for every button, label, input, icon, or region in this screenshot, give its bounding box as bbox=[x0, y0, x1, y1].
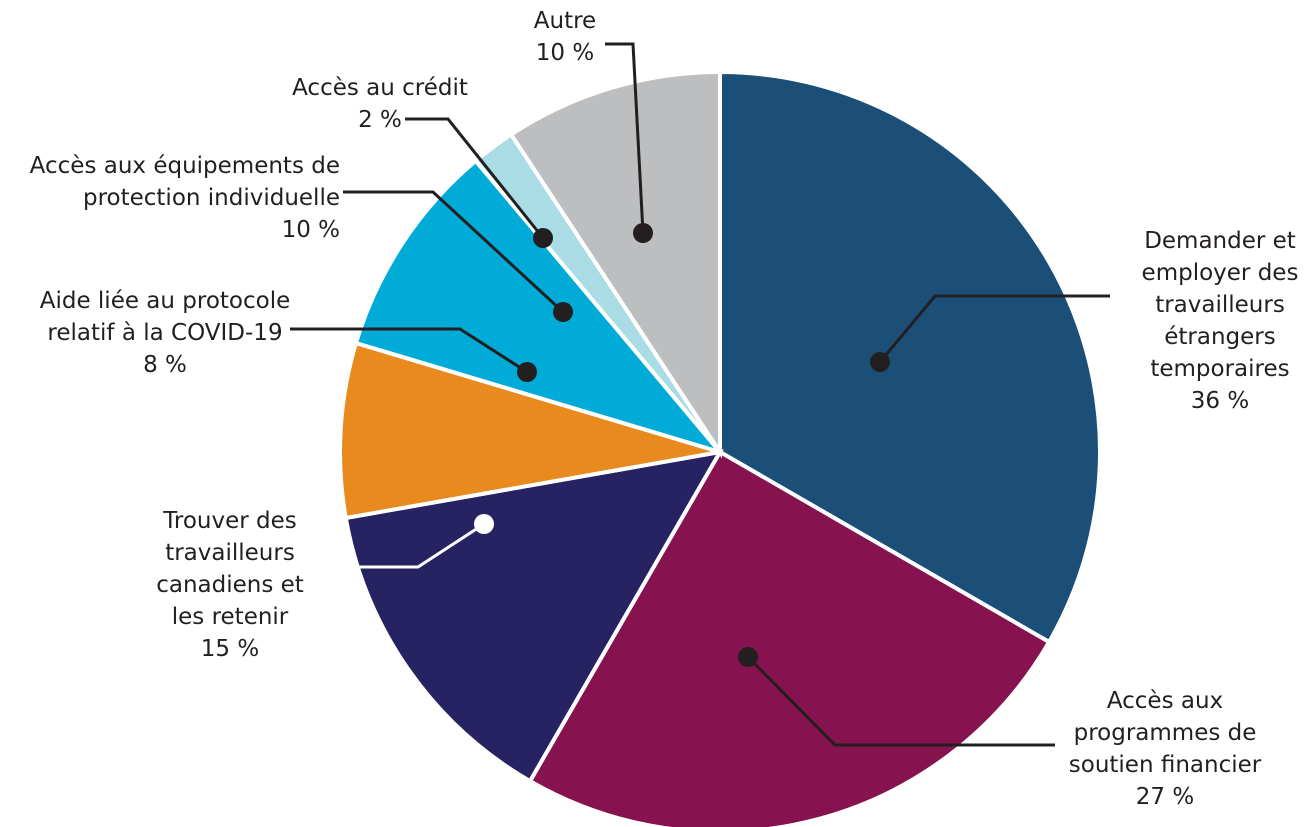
value-label: 36 % bbox=[1190, 388, 1250, 414]
slice-label: Accès aux équipements de protection indi… bbox=[5, 150, 340, 246]
slice-label: Trouver des travailleurs canadiens et le… bbox=[150, 505, 310, 665]
leader-dot bbox=[738, 647, 758, 667]
value-label: 10 % bbox=[281, 217, 340, 243]
leaders bbox=[290, 42, 1110, 747]
leader-line bbox=[345, 522, 485, 569]
category-label: Accès aux programmes de soutien financie… bbox=[1068, 688, 1262, 778]
pie-slice bbox=[527, 449, 1052, 827]
slice-label: Accès aux programmes de soutien financie… bbox=[1060, 685, 1270, 813]
pie-slice bbox=[718, 69, 1102, 645]
category-label: Demander et employer des travailleurs ét… bbox=[1141, 228, 1299, 382]
pie-slice bbox=[343, 449, 724, 784]
slice-label: Demander et employer des travailleurs ét… bbox=[1135, 225, 1305, 417]
pie-slice bbox=[508, 69, 722, 459]
value-label: 2 % bbox=[358, 107, 402, 133]
category-label: Accès au crédit bbox=[292, 75, 468, 101]
leader-dot bbox=[517, 362, 537, 382]
leader-dot bbox=[474, 514, 494, 534]
leader-line bbox=[746, 655, 1055, 747]
category-label: Autre bbox=[533, 8, 597, 34]
leader-line bbox=[878, 294, 1110, 363]
value-label: 15 % bbox=[200, 636, 260, 662]
leader-dot bbox=[533, 228, 553, 248]
category-label: Trouver des travailleurs canadiens et le… bbox=[156, 508, 304, 630]
leader-line bbox=[290, 327, 528, 374]
value-label: 27 % bbox=[1135, 784, 1195, 810]
value-label: 10 % bbox=[535, 40, 595, 66]
leader-dot bbox=[553, 302, 573, 322]
leader-line bbox=[405, 117, 545, 239]
leader-line bbox=[605, 42, 645, 234]
leader-dot bbox=[633, 223, 653, 243]
slices bbox=[338, 69, 1102, 827]
slice-label: Accès au crédit 2 % bbox=[270, 72, 490, 136]
category-label: Accès aux équipements de protection indi… bbox=[29, 153, 340, 211]
category-label: Aide liée au protocole relatif à la COVI… bbox=[39, 288, 291, 346]
slice-label: Autre 10 % bbox=[510, 5, 620, 69]
leader-line bbox=[343, 190, 565, 314]
pie-slice bbox=[338, 340, 721, 521]
slice-label: Aide liée au protocole relatif à la COVI… bbox=[15, 285, 315, 381]
value-label: 8 % bbox=[143, 352, 187, 378]
leader-dot bbox=[870, 352, 890, 372]
